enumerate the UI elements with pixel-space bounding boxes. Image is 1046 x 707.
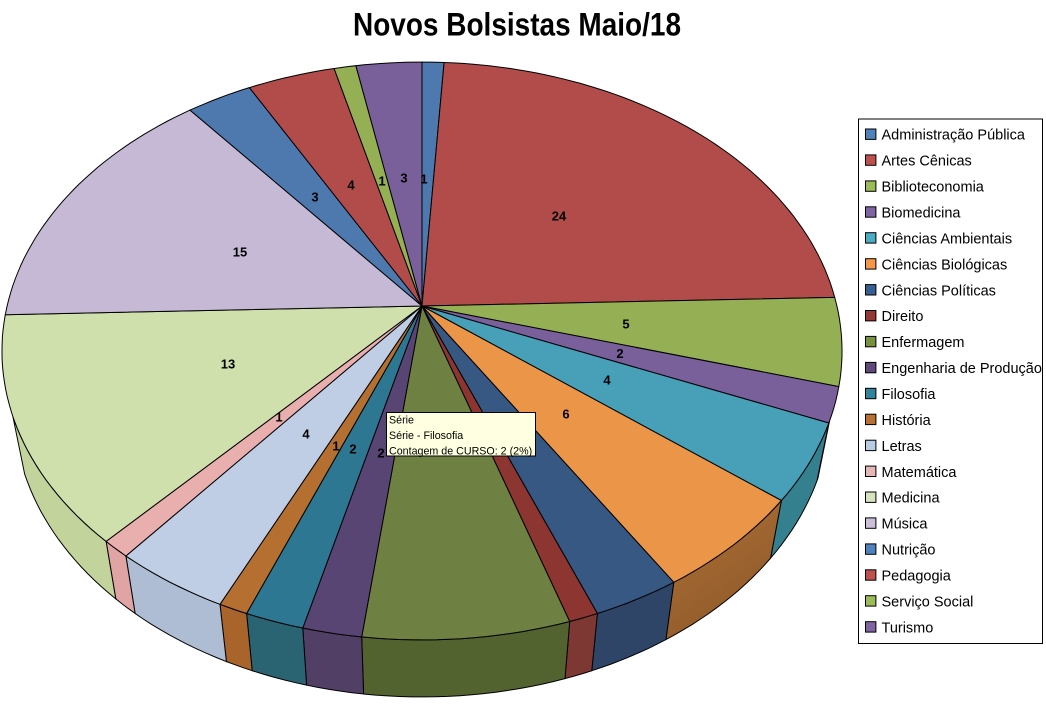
svg-text:Turismo: Turismo bbox=[882, 620, 934, 636]
svg-text:3: 3 bbox=[400, 171, 407, 186]
svg-text:Série - Filosofia: Série - Filosofia bbox=[389, 430, 463, 442]
svg-text:2: 2 bbox=[349, 442, 356, 457]
svg-text:Ciências Biológicas: Ciências Biológicas bbox=[882, 257, 1008, 273]
svg-text:Artes Cênicas: Artes Cênicas bbox=[882, 154, 972, 170]
svg-text:Engenharia de Produção: Engenharia de Produção bbox=[882, 361, 1042, 377]
svg-text:1: 1 bbox=[378, 174, 385, 189]
svg-text:Medicina: Medicina bbox=[882, 491, 941, 507]
svg-text:Serviço Social: Serviço Social bbox=[882, 594, 974, 610]
svg-text:6: 6 bbox=[562, 407, 569, 422]
svg-text:Novos Bolsistas Maio/18: Novos Bolsistas Maio/18 bbox=[353, 6, 681, 42]
svg-text:2: 2 bbox=[616, 346, 623, 361]
svg-text:Enfermagem: Enfermagem bbox=[882, 335, 965, 351]
svg-text:História: História bbox=[882, 413, 932, 429]
svg-text:Matemática: Matemática bbox=[882, 465, 958, 481]
svg-text:Biblioteconomia: Biblioteconomia bbox=[882, 180, 985, 196]
svg-text:4: 4 bbox=[302, 427, 310, 442]
svg-text:Contagem de CURSO: 2 (2%): Contagem de CURSO: 2 (2%) bbox=[389, 445, 532, 457]
svg-text:Biomedicina: Biomedicina bbox=[882, 206, 962, 222]
svg-text:Direito: Direito bbox=[882, 309, 924, 325]
svg-text:15: 15 bbox=[233, 245, 247, 260]
svg-text:Série: Série bbox=[389, 415, 414, 427]
svg-text:Administração Pública: Administração Pública bbox=[882, 128, 1026, 144]
svg-text:24: 24 bbox=[552, 209, 567, 224]
svg-text:Ciências Ambientais: Ciências Ambientais bbox=[882, 231, 1013, 247]
svg-text:Nutrição: Nutrição bbox=[882, 543, 936, 559]
svg-text:4: 4 bbox=[347, 178, 355, 193]
svg-text:2: 2 bbox=[377, 446, 384, 461]
svg-text:Filosofia: Filosofia bbox=[882, 387, 937, 403]
svg-text:Letras: Letras bbox=[882, 439, 922, 455]
svg-text:Música: Música bbox=[882, 517, 929, 533]
svg-text:Ciências Políticas: Ciências Políticas bbox=[882, 283, 996, 299]
svg-text:1: 1 bbox=[420, 172, 427, 187]
svg-text:13: 13 bbox=[221, 357, 235, 372]
svg-text:Pedagogia: Pedagogia bbox=[882, 569, 952, 585]
svg-text:1: 1 bbox=[332, 439, 339, 454]
svg-text:5: 5 bbox=[622, 317, 629, 332]
svg-text:3: 3 bbox=[311, 190, 318, 205]
svg-text:4: 4 bbox=[603, 373, 611, 388]
svg-text:1: 1 bbox=[275, 410, 282, 425]
